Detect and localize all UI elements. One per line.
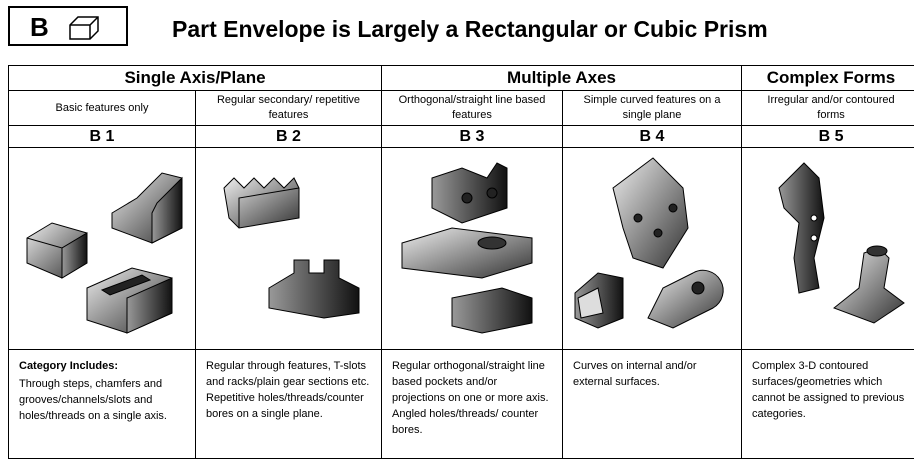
description: Basic features only [8, 90, 196, 126]
code: B 1 [8, 125, 196, 148]
details-text: Through steps, chamfers and grooves/chan… [19, 378, 167, 422]
description: Regular secondary/ repetitive features [195, 90, 382, 126]
illustration [8, 147, 196, 350]
details: Regular orthogonal/straight line based p… [381, 349, 563, 459]
header: B Part Envelope is Largely a Rectangular… [0, 0, 914, 62]
description: Irregular and/or contoured forms [741, 90, 914, 126]
group-header: Single Axis/Plane [8, 65, 382, 91]
classification-table: Single Axis/Plane Multiple Axes Complex … [8, 65, 914, 459]
badge-letter: B [30, 12, 49, 42]
cube-icon [69, 16, 99, 40]
category-badge: B [8, 6, 128, 46]
part-drawing [26, 172, 183, 334]
illustration [561, 147, 743, 350]
details: Complex 3-D contoured surfaces/geometrie… [741, 349, 914, 459]
details: Curves on internal and/or external surfa… [561, 349, 743, 459]
code: B 3 [381, 125, 563, 148]
illustration [195, 147, 382, 350]
code: B 2 [195, 125, 382, 148]
group-header: Multiple Axes [380, 65, 743, 91]
details: Regular through features, T-slots and ra… [195, 349, 382, 459]
part-drawing [574, 157, 724, 329]
details: Category Includes: Through steps, chamfer… [8, 349, 196, 459]
title: Part Envelope is Largely a Rectangular o… [172, 16, 768, 42]
illustration [741, 147, 914, 350]
category-label: Category Includes: [19, 360, 119, 372]
description: Simple curved features on a single plane [561, 90, 743, 126]
part-drawing [222, 177, 359, 319]
code: B 4 [561, 125, 743, 148]
illustration [381, 147, 563, 350]
code: B 5 [741, 125, 914, 148]
part-drawing [401, 162, 533, 334]
description: Orthogonal/straight line based features [381, 90, 563, 126]
part-drawing [777, 162, 905, 324]
group-header: Complex Forms [741, 65, 914, 91]
